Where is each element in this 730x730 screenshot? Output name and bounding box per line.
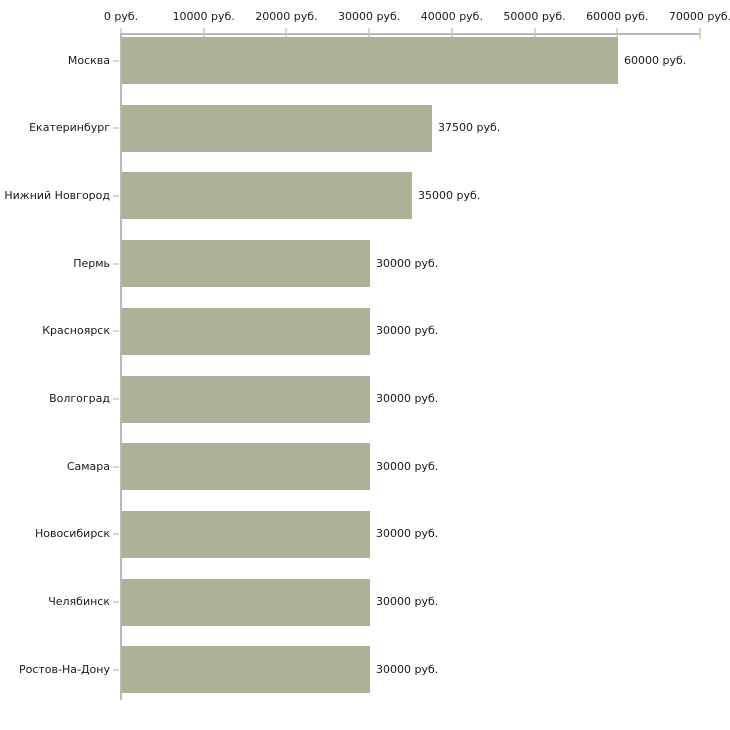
category-label: Нижний Новгород [4,189,110,202]
value-label: 35000 руб. [418,189,481,202]
x-axis-tick-label: 50000 руб. [503,10,566,23]
x-axis-tick-mark [699,28,701,39]
category-label: Челябинск [48,595,110,608]
category-tick-mark [113,60,119,62]
category-label: Волгоград [49,392,110,405]
value-label: 30000 руб. [376,257,439,270]
category-label: Красноярск [42,324,110,337]
x-axis-tick-label: 20000 руб. [255,10,318,23]
bar [122,646,370,693]
category-tick-mark [113,669,119,671]
category-tick-mark [113,263,119,265]
x-axis-tick-label: 30000 руб. [338,10,401,23]
y-axis-line [120,33,122,700]
category-tick-mark [113,127,119,129]
category-tick-mark [113,601,119,603]
value-label: 30000 руб. [376,527,439,540]
category-tick-mark [113,533,119,535]
x-axis-line [121,33,700,35]
value-label: 30000 руб. [376,392,439,405]
x-axis-tick-label: 40000 руб. [420,10,483,23]
category-label: Москва [67,54,110,67]
bar [122,105,432,152]
category-label: Пермь [73,257,110,270]
value-label: 30000 руб. [376,663,439,676]
x-axis-tick-label: 10000 руб. [172,10,235,23]
x-axis-tick-label: 70000 руб. [668,10,730,23]
category-label: Екатеринбург [29,121,110,134]
bar [122,308,370,355]
value-label: 30000 руб. [376,595,439,608]
category-tick-mark [113,466,119,468]
bar [122,579,370,626]
bar [122,443,370,490]
category-tick-mark [113,398,119,400]
category-label: Ростов-На-Дону [18,663,110,676]
value-label: 30000 руб. [376,324,439,337]
bar [122,511,370,558]
x-axis-tick-label: 0 руб. [103,10,139,23]
value-label: 60000 руб. [624,54,687,67]
category-label: Новосибирск [34,527,110,540]
category-label: Самара [66,460,110,473]
x-axis-tick-label: 60000 руб. [586,10,649,23]
value-label: 37500 руб. [438,121,501,134]
bar [122,376,370,423]
category-tick-mark [113,330,119,332]
value-label: 30000 руб. [376,460,439,473]
bar [122,37,618,84]
category-tick-mark [113,195,119,197]
bar [122,172,412,219]
bar [122,240,370,287]
